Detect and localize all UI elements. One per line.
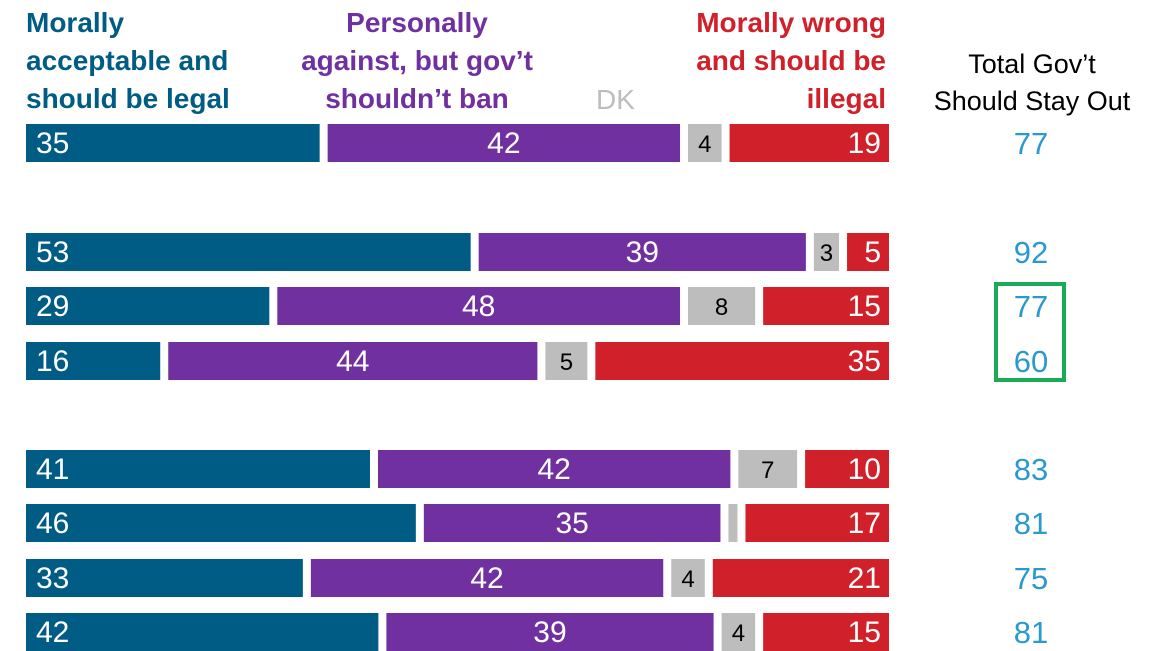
label-wrong: 10	[848, 453, 881, 486]
bar-row: 46 35 17 81	[26, 504, 1048, 542]
bar-wrong	[745, 504, 889, 542]
label-accept: 29	[36, 290, 69, 323]
bar-row: 29 48 8 15 77	[26, 287, 1048, 325]
bar-wrong	[763, 613, 889, 651]
bar-against	[377, 450, 731, 488]
label-wrong: 19	[848, 127, 881, 160]
bar-row: 53 39 3 5 92	[26, 233, 1048, 271]
bar-dk	[813, 233, 840, 271]
label-against: 42	[537, 453, 570, 486]
label-against: 44	[336, 345, 369, 378]
label-accept: 42	[36, 616, 69, 649]
bar-accept	[26, 124, 320, 162]
total-value: 75	[1014, 561, 1048, 596]
bar-row: 16 44 5 35 60	[26, 342, 1048, 380]
label-wrong: 21	[848, 562, 881, 595]
total-value: 92	[1014, 235, 1048, 270]
header-against: Personally against, but gov’t shouldn’t …	[301, 7, 533, 114]
label-dk: 7	[761, 457, 774, 484]
label-against: 39	[533, 616, 566, 649]
bar-against	[310, 559, 664, 597]
bar-accept	[26, 504, 416, 542]
label-dk: 4	[732, 620, 745, 647]
bar-against	[478, 233, 806, 271]
bar-against	[386, 613, 714, 651]
bar-wrong	[729, 124, 889, 162]
total-value: 77	[1014, 289, 1048, 324]
label-wrong: 17	[848, 507, 881, 540]
bar-accept	[26, 450, 370, 488]
total-value: 81	[1014, 615, 1048, 650]
bar-wrong	[712, 559, 889, 597]
label-dk: 8	[715, 294, 728, 321]
label-accept: 53	[36, 236, 69, 269]
label-wrong: 15	[848, 616, 881, 649]
bar-wrong	[847, 233, 889, 271]
bar-dk	[545, 342, 588, 380]
label-wrong: 5	[864, 236, 881, 269]
label-accept: 46	[36, 507, 69, 540]
bar-accept	[26, 233, 471, 271]
bar-accept	[26, 613, 379, 651]
bar-row: 42 39 4 15 81	[26, 613, 1048, 651]
bar-against	[277, 287, 681, 325]
label-against: 35	[555, 507, 588, 540]
bar-dk	[688, 124, 722, 162]
header-total-gov-stay-out: Total Gov’t Should Stay Out	[933, 49, 1131, 116]
label-dk: 4	[681, 566, 694, 593]
total-value: 77	[1014, 126, 1048, 161]
highlight-box	[994, 282, 1066, 382]
bar-against	[327, 124, 681, 162]
label-accept: 35	[36, 127, 69, 160]
label-accept: 41	[36, 453, 69, 486]
label-dk: 4	[698, 131, 711, 158]
label-dk: 3	[820, 240, 833, 267]
header-dk: DK	[596, 84, 635, 115]
bar-row: 33 42 4 21 75	[26, 559, 1048, 597]
bar-dk	[728, 504, 738, 542]
header-wrong: Morally wrong and should be illegal	[696, 7, 886, 114]
label-accept: 33	[36, 562, 69, 595]
label-wrong: 35	[848, 345, 881, 378]
bar-wrong	[805, 450, 889, 488]
bar-against	[423, 504, 721, 542]
bar-dk	[688, 287, 756, 325]
bar-accept	[26, 287, 270, 325]
bar-row: 35 42 4 19 77	[26, 124, 1048, 162]
label-wrong: 15	[848, 290, 881, 323]
bar-wrong	[595, 342, 889, 380]
header-accept: Morally acceptable and should be legal	[26, 7, 230, 114]
label-dk: 5	[560, 349, 573, 376]
label-against: 39	[626, 236, 659, 269]
label-accept: 16	[36, 345, 69, 378]
bar-accept	[26, 342, 161, 380]
bar-dk	[721, 613, 756, 651]
bar-dk	[738, 450, 798, 488]
total-value: 83	[1014, 452, 1048, 487]
bar-dk	[671, 559, 705, 597]
label-against: 42	[470, 562, 503, 595]
total-value: 60	[1014, 344, 1048, 379]
total-value: 81	[1014, 506, 1048, 541]
bar-against	[168, 342, 538, 380]
bar-row: 41 42 7 10 83	[26, 450, 1048, 488]
bar-wrong	[763, 287, 889, 325]
bar-accept	[26, 559, 303, 597]
label-against: 48	[462, 290, 495, 323]
label-against: 42	[487, 127, 520, 160]
